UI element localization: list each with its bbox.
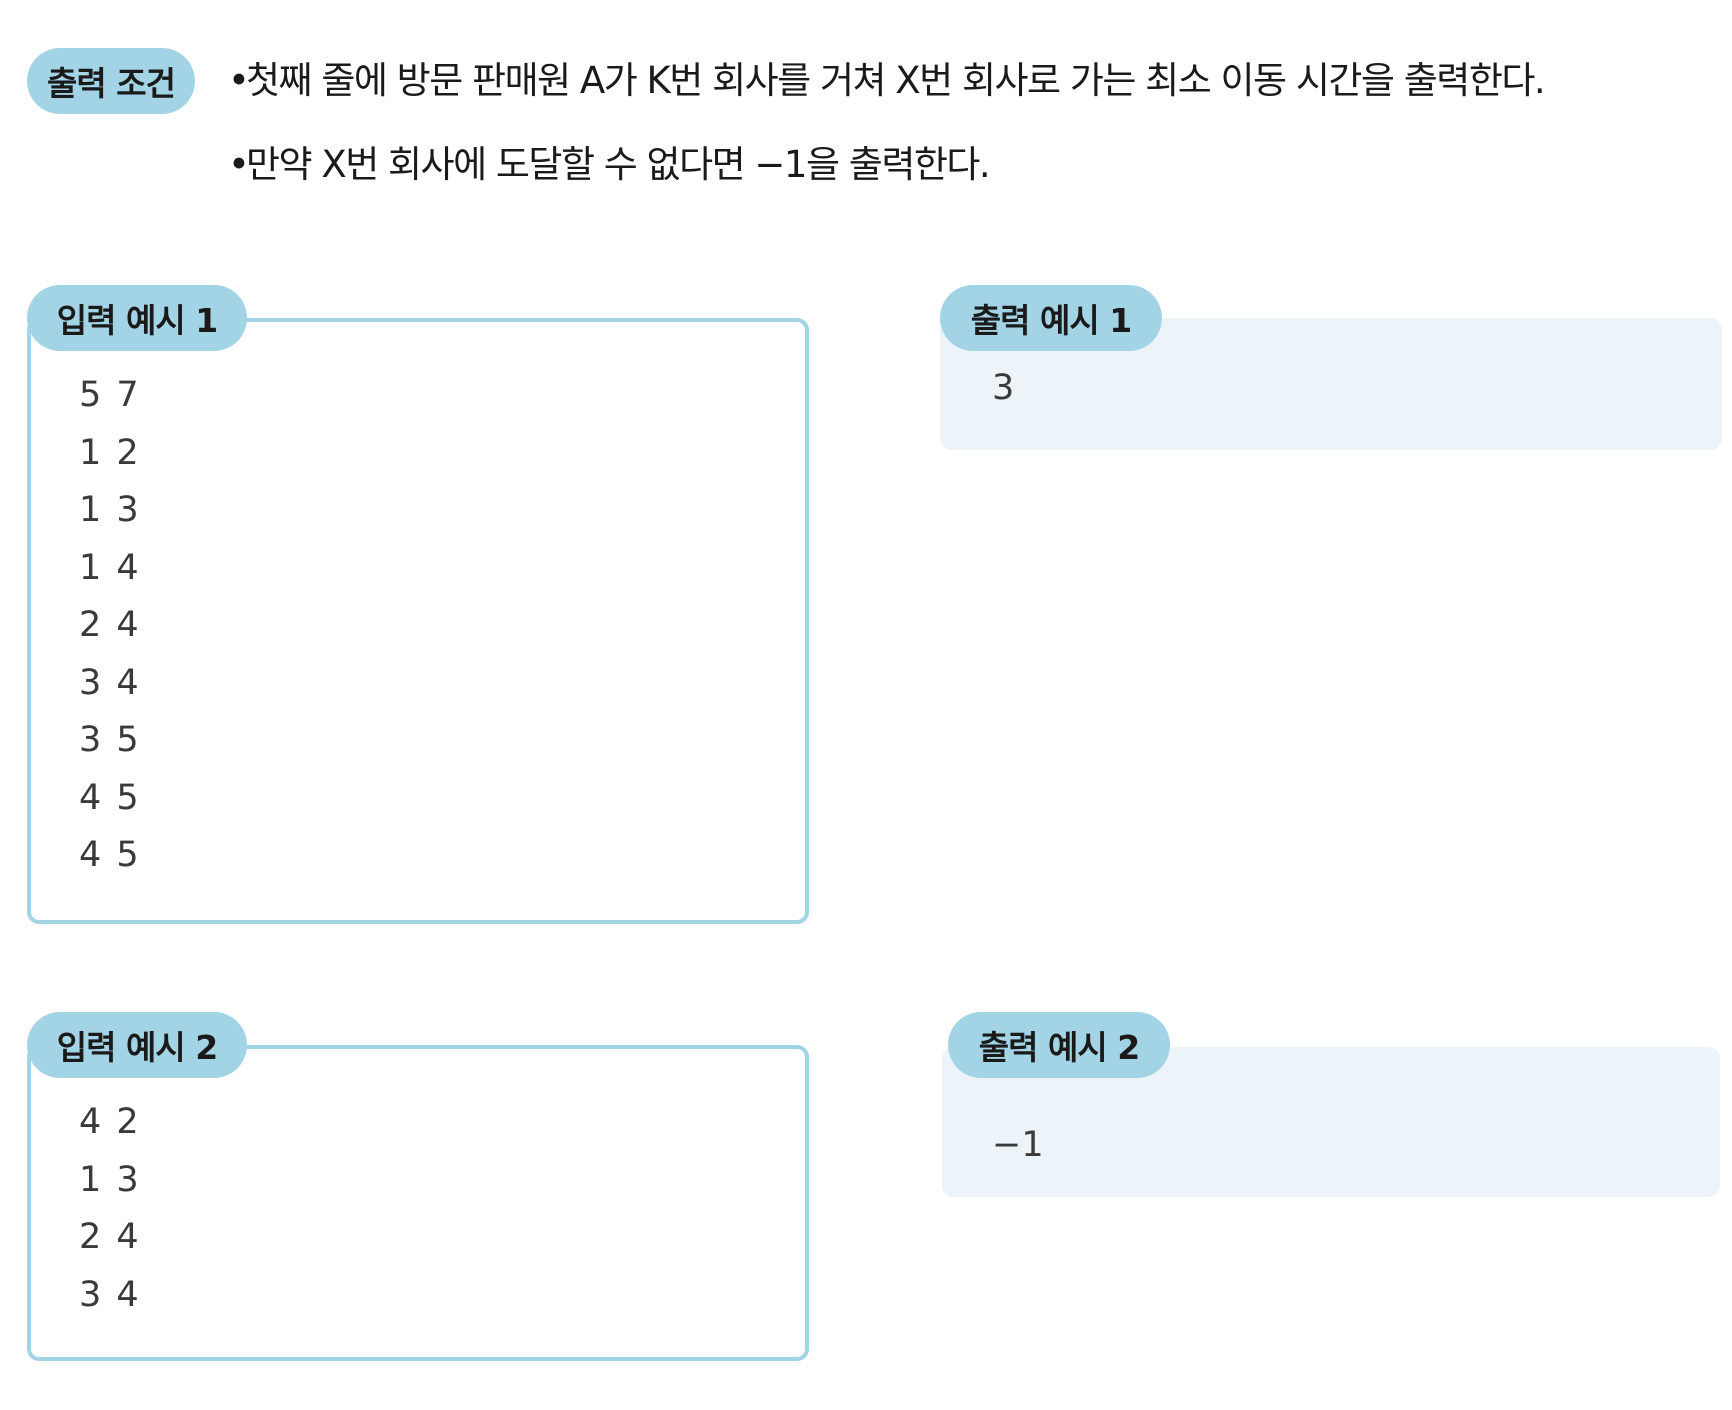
input-example-2-label: 입력 예시 2 [27, 1012, 247, 1078]
input-line: 2 4 [79, 605, 141, 645]
input-example-1-label: 입력 예시 1 [27, 285, 247, 351]
input-line: 3 5 [79, 720, 141, 760]
output-example-2-label: 출력 예시 2 [948, 1012, 1170, 1078]
input-line: 4 2 [79, 1102, 141, 1142]
input-line: 5 7 [79, 375, 141, 415]
bullet-dot: • [228, 59, 250, 102]
input-line: 1 3 [79, 1159, 141, 1200]
input-line: 2 4 [79, 1217, 141, 1257]
bullet-dot: • [228, 143, 250, 186]
input-line: 4 5 [79, 777, 141, 818]
output-condition-bullets: •첫째 줄에 방문 판매원 A가 K번 회사를 거쳐 X번 회사로 가는 최소 … [228, 52, 1546, 220]
input-line: 3 4 [79, 662, 141, 703]
input-line: 1 2 [79, 432, 141, 473]
input-example-2-lines: 4 2 1 3 2 4 3 4 [79, 1094, 141, 1324]
input-line: 1 4 [79, 547, 141, 588]
condition-bullet: •만약 X번 회사에 도달할 수 없다면 −1을 출력한다. [228, 136, 1544, 220]
output-line: 3 [992, 368, 1015, 408]
input-line: 4 5 [79, 835, 141, 875]
input-example-1-lines: 5 7 1 2 1 3 1 4 2 4 3 4 3 5 4 5 4 5 [79, 367, 141, 885]
input-example-2-box: 4 2 1 3 2 4 3 4 [27, 1045, 809, 1361]
input-line: 1 3 [79, 490, 141, 530]
condition-bullet: •첫째 줄에 방문 판매원 A가 K번 회사를 거쳐 X번 회사로 가는 최소 … [228, 52, 1546, 136]
condition-bullet-text: 첫째 줄에 방문 판매원 A가 K번 회사를 거쳐 X번 회사로 가는 최소 이… [246, 59, 1546, 102]
condition-bullet-text: 만약 X번 회사에 도달할 수 없다면 −1을 출력한다. [246, 143, 991, 186]
input-example-1-box: 5 7 1 2 1 3 1 4 2 4 3 4 3 5 4 5 4 5 [27, 318, 809, 924]
output-example-1-label: 출력 예시 1 [940, 285, 1162, 351]
output-line: −1 [992, 1125, 1044, 1165]
input-line: 3 4 [79, 1274, 141, 1315]
output-condition-label: 출력 조건 [27, 48, 195, 114]
